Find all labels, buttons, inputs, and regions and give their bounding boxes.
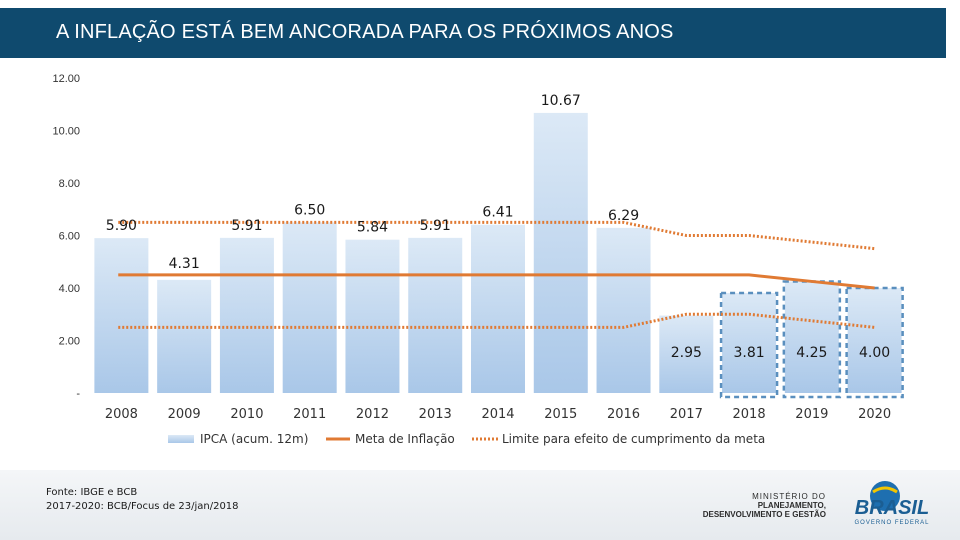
limit-upper-line <box>118 220 875 251</box>
bar-2018 <box>722 292 777 393</box>
bar-2020 <box>847 288 902 393</box>
brasil-logo: BRASIL GOVERNO FEDERAL <box>854 481 929 526</box>
data-label-2019: 4.25 <box>796 345 827 361</box>
projection-frame-2018 <box>719 291 779 399</box>
bar-2012 <box>345 239 400 393</box>
bar-2014 <box>471 224 525 393</box>
bar-2008 <box>94 238 149 393</box>
data-label-2016: 6.29 <box>608 208 639 224</box>
legend-label-meta: Meta de Inflação <box>355 432 455 446</box>
bar-2009 <box>157 279 212 393</box>
y-tick-label: 10.00 <box>52 126 80 138</box>
source-line-2: 2017-2020: BCB/Focus de 23/jan/2018 <box>46 501 239 512</box>
data-label-2020: 4.00 <box>859 345 890 361</box>
legend-swatch-ipca <box>168 435 194 443</box>
brand-name: BRASIL <box>855 497 929 519</box>
ministry-line-2: PLANEJAMENTO, <box>757 501 826 510</box>
bar-2017 <box>659 315 714 393</box>
data-label-2014: 6.41 <box>482 205 513 221</box>
x-tick-label: 2020 <box>858 407 891 422</box>
x-tick-label: 2013 <box>419 407 452 422</box>
ministry-line-1: MINISTÉRIO DO <box>752 492 826 501</box>
legend-label-ipca: IPCA (acum. 12m) <box>200 432 308 446</box>
source-note: Fonte: IBGE e BCB 2017-2020: BCB/Focus d… <box>46 486 239 514</box>
x-tick-label: 2012 <box>356 407 389 422</box>
limit-lower-line <box>118 312 875 329</box>
data-label-2009: 4.31 <box>169 256 200 272</box>
x-tick-label: 2019 <box>795 407 828 422</box>
bar-2013 <box>408 237 463 393</box>
y-tick-label: - <box>76 388 80 400</box>
y-tick-label: 6.00 <box>59 231 80 243</box>
x-tick-label: 2008 <box>105 407 138 422</box>
x-tick-label: 2017 <box>670 407 703 422</box>
x-tick-label: 2014 <box>481 407 514 422</box>
data-label-2015: 10.67 <box>541 93 581 109</box>
data-label-2008: 5.90 <box>106 218 137 234</box>
data-label-2011: 6.50 <box>294 202 325 218</box>
ministry-logo-text: MINISTÉRIO DO PLANEJAMENTO, DESENVOLVIME… <box>676 492 826 519</box>
x-tick-label: 2009 <box>168 407 201 422</box>
bar-2015 <box>533 112 588 393</box>
title-bar: A INFLAÇÃO ESTÁ BEM ANCORADA PARA OS PRÓ… <box>0 8 946 58</box>
page-title: A INFLAÇÃO ESTÁ BEM ANCORADA PARA OS PRÓ… <box>56 21 674 43</box>
bar-2011 <box>282 222 337 393</box>
x-tick-label: 2018 <box>733 407 766 422</box>
y-tick-label: 2.00 <box>59 336 80 348</box>
source-line-1: Fonte: IBGE e BCB <box>46 487 138 498</box>
inflation-chart: 12.00 10.00 8.00 6.00 4.00 2.00 - 5.90 4.31 5.91… <box>52 73 904 446</box>
y-tick-label: 8.00 <box>59 178 80 190</box>
brand-sub: GOVERNO FEDERAL <box>854 520 929 526</box>
data-label-2018: 3.81 <box>733 345 764 361</box>
x-tick-label: 2011 <box>293 407 326 422</box>
y-tick-label: 4.00 <box>59 283 80 295</box>
x-tick-label: 2016 <box>607 407 640 422</box>
target-line <box>118 273 875 290</box>
globe-band <box>872 486 898 494</box>
data-label-2013: 5.91 <box>420 218 451 234</box>
data-label-2010: 5.91 <box>231 218 262 234</box>
x-tick-label: 2015 <box>544 407 577 422</box>
footer <box>0 470 960 540</box>
x-tick-label: 2010 <box>230 407 263 422</box>
legend-label-limit: Limite para efeito de cumprimento da met… <box>502 432 765 446</box>
data-label-2012: 5.84 <box>357 220 388 236</box>
bar-2010 <box>219 237 274 393</box>
bar-2019 <box>784 281 839 393</box>
ministry-line-3: DESENVOLVIMENTO E GESTÃO <box>702 510 826 519</box>
data-label-2017: 2.95 <box>671 345 702 361</box>
y-tick-label: 12.00 <box>52 73 80 85</box>
bar-2016 <box>596 227 651 393</box>
